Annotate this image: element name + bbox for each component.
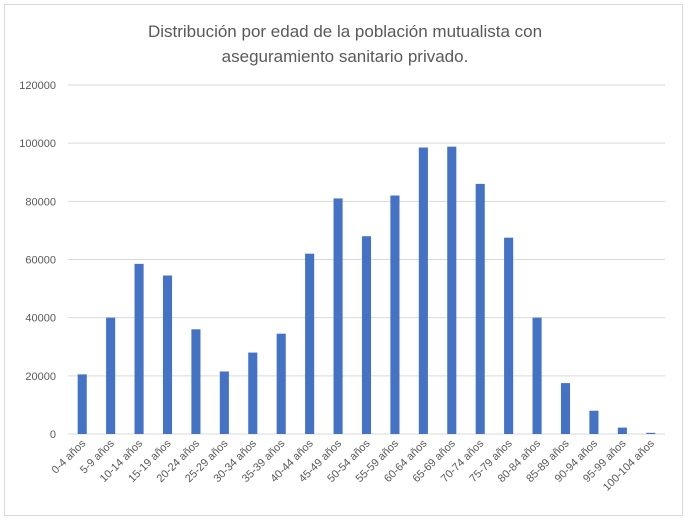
bar <box>560 383 571 434</box>
bar <box>617 427 627 434</box>
y-tick-label: 60000 <box>25 255 56 267</box>
bar <box>219 371 229 434</box>
bar <box>77 374 87 434</box>
bar <box>276 333 286 434</box>
bar <box>589 410 599 434</box>
chart-title-line-1: Distribución por edad de la población mu… <box>148 22 542 41</box>
y-tick-label: 120000 <box>19 80 56 92</box>
y-tick-label: 40000 <box>25 313 56 325</box>
bar <box>361 236 372 434</box>
y-tick-label: 100000 <box>19 138 56 150</box>
bar <box>475 183 485 434</box>
bars <box>77 146 656 434</box>
bar <box>305 253 315 434</box>
y-tick-label: 20000 <box>25 371 56 383</box>
x-tick-label: 100-104 años <box>601 437 657 493</box>
bar <box>504 237 514 434</box>
bar <box>418 147 428 434</box>
bar <box>106 317 116 434</box>
bar <box>134 263 144 434</box>
bar <box>646 432 656 434</box>
y-axis-ticks: 0 20000 40000 60000 80000 100000 120000 <box>19 80 56 441</box>
bar <box>248 352 258 434</box>
bar <box>447 146 457 434</box>
chart-title-line-2: aseguramiento sanitario privado. <box>222 47 469 66</box>
bar <box>333 198 343 434</box>
bar <box>532 317 542 434</box>
y-tick-label: 0 <box>50 429 56 441</box>
bar <box>191 329 201 434</box>
y-tick-label: 80000 <box>25 196 56 208</box>
bar <box>162 275 173 434</box>
bar <box>390 195 400 434</box>
